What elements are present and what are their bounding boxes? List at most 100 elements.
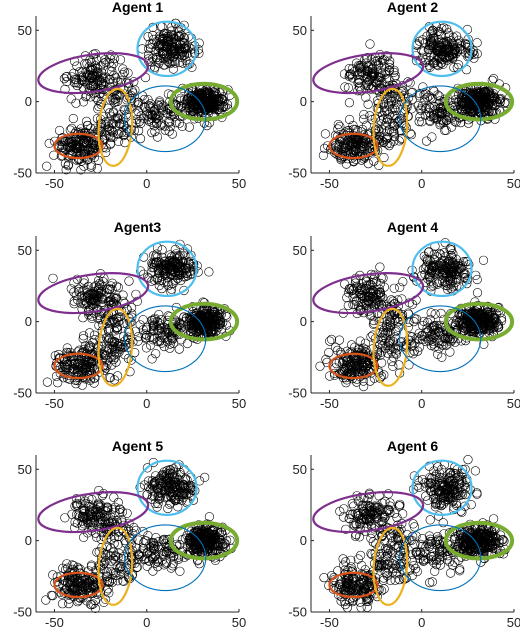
data-point <box>378 111 388 121</box>
data-point <box>370 68 380 79</box>
data-point <box>105 295 115 306</box>
data-point <box>78 286 88 296</box>
data-point <box>139 543 149 554</box>
data-point <box>500 98 510 108</box>
data-point <box>151 113 161 123</box>
data-point <box>391 348 401 358</box>
data-point <box>130 348 140 358</box>
data-point <box>139 102 149 112</box>
data-point <box>185 532 195 542</box>
data-point <box>54 125 65 136</box>
data-point <box>429 58 439 68</box>
data-point <box>124 326 134 336</box>
data-point <box>177 495 187 505</box>
data-point <box>463 48 473 58</box>
data-point <box>410 338 420 348</box>
data-point <box>469 325 480 335</box>
data-point <box>378 328 388 338</box>
data-point <box>377 124 387 134</box>
data-point <box>375 278 386 289</box>
data-point <box>421 103 432 113</box>
x-tick-label: 50 <box>232 396 246 411</box>
data-point <box>166 266 176 276</box>
data-point <box>341 378 351 388</box>
data-point <box>384 341 394 351</box>
y-tick-label: -50 <box>13 166 32 181</box>
data-point <box>87 73 97 83</box>
data-point <box>472 100 482 110</box>
data-point <box>441 340 451 351</box>
data-point <box>375 350 385 360</box>
data-point <box>105 373 116 383</box>
data-point <box>326 143 336 153</box>
y-tick-label: 50 <box>18 23 32 38</box>
data-point <box>389 283 399 293</box>
data-point <box>480 309 490 319</box>
data-point <box>160 327 170 337</box>
data-point <box>133 100 143 110</box>
data-point <box>76 370 87 381</box>
data-point <box>395 282 405 292</box>
data-point <box>211 534 221 544</box>
data-point <box>378 293 388 303</box>
data-point <box>420 269 430 280</box>
data-point <box>81 511 91 521</box>
data-point <box>409 317 419 327</box>
data-point <box>73 510 83 521</box>
cluster-ellipse-1 <box>328 352 379 380</box>
data-point <box>457 475 467 485</box>
data-point <box>200 472 210 483</box>
data-point <box>107 125 117 135</box>
data-point <box>89 330 100 340</box>
data-point <box>154 257 164 267</box>
data-point <box>179 312 189 322</box>
data-point <box>72 155 82 165</box>
data-point <box>77 585 88 595</box>
data-point <box>105 550 115 561</box>
data-point <box>148 326 158 336</box>
data-point <box>433 327 443 337</box>
data-point <box>142 548 152 558</box>
data-point <box>127 309 137 319</box>
data-point <box>356 577 366 588</box>
data-point <box>124 276 134 286</box>
data-point <box>377 586 387 596</box>
data-point <box>152 132 163 142</box>
data-point <box>462 312 472 322</box>
data-point <box>101 315 111 325</box>
data-point <box>374 316 384 327</box>
data-point <box>428 336 438 346</box>
data-point <box>445 468 455 479</box>
data-point <box>359 109 369 120</box>
data-point <box>443 332 453 343</box>
data-point <box>414 36 425 46</box>
data-point <box>165 465 175 475</box>
data-point <box>96 61 106 71</box>
data-point <box>438 118 448 128</box>
data-point <box>155 335 165 346</box>
data-point <box>153 100 163 110</box>
data-point <box>417 45 427 56</box>
data-point <box>495 97 505 107</box>
cluster-ellipse-5 <box>97 307 134 387</box>
data-point <box>437 352 447 362</box>
data-point <box>162 557 172 567</box>
data-point <box>87 362 98 372</box>
data-point <box>368 274 379 285</box>
data-point <box>85 362 95 373</box>
subplot-title: Agent3 <box>114 219 162 235</box>
data-point <box>110 556 120 566</box>
data-point <box>437 340 447 350</box>
data-point <box>164 126 174 136</box>
data-point <box>155 319 165 329</box>
data-point <box>178 37 188 48</box>
data-point <box>53 378 63 388</box>
y-tick-label: 0 <box>25 533 32 548</box>
data-point <box>434 343 444 354</box>
data-point <box>79 359 89 369</box>
cluster-ellipse-3 <box>37 272 150 315</box>
data-point <box>384 59 395 70</box>
data-point <box>143 476 154 486</box>
data-point <box>341 159 352 169</box>
data-point <box>145 101 155 111</box>
